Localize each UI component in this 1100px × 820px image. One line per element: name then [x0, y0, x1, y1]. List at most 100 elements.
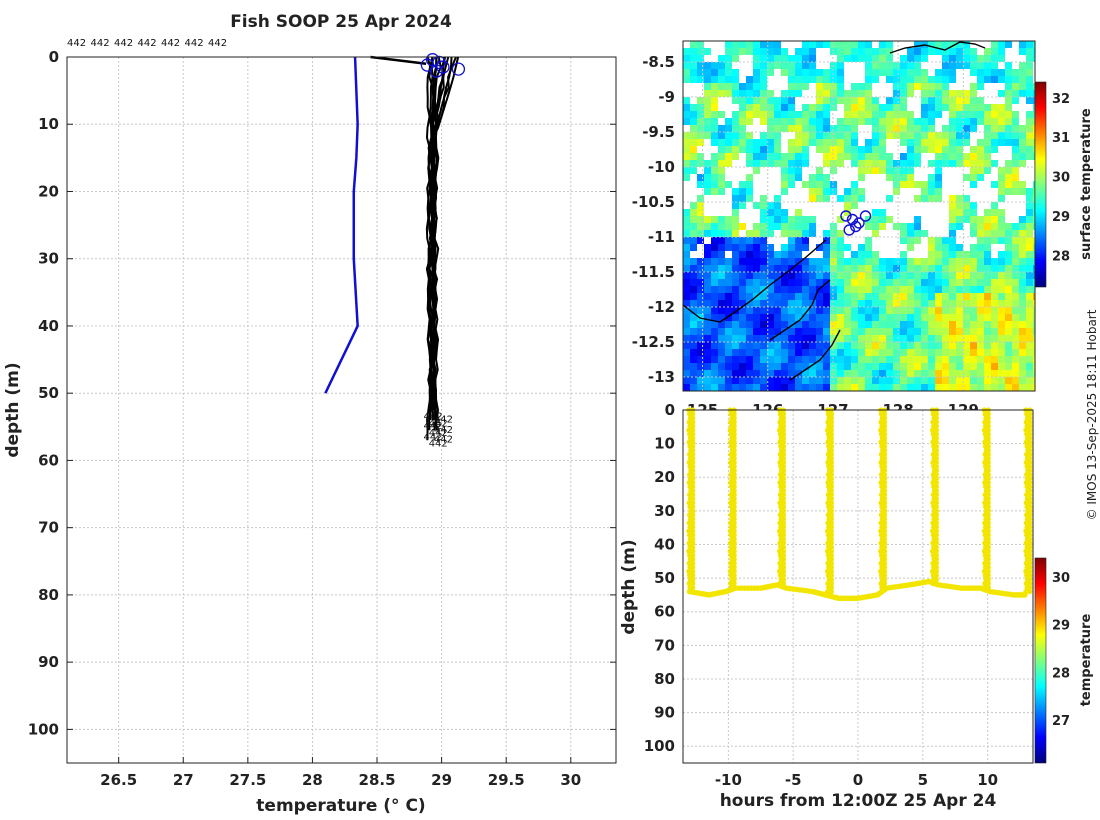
sst-pixel [956, 153, 963, 160]
sst-pixel [746, 272, 753, 279]
sst-pixel [1005, 286, 1012, 293]
sst-pixel [893, 181, 900, 188]
sst-pixel [767, 314, 774, 321]
time-depth-point [828, 568, 835, 574]
sst-pixel [697, 377, 704, 384]
sst-pixel [844, 272, 851, 279]
time-depth-point [1027, 516, 1033, 522]
sst-pixel [802, 181, 809, 188]
time-depth-point [828, 471, 835, 478]
sst-pixel [837, 370, 844, 377]
sst-pixel [886, 342, 893, 349]
sst-pixel [760, 202, 767, 209]
sst-pixel [830, 328, 837, 335]
sst-pixel [956, 118, 963, 125]
time-depth-point [690, 560, 696, 566]
sst-pixel [683, 104, 690, 111]
time-depth-point [881, 488, 888, 494]
sst-pixel [851, 321, 858, 328]
sst-pixel [865, 265, 872, 272]
sst-pixel [1005, 244, 1012, 251]
sst-pixel [725, 41, 732, 48]
sst-pixel [879, 300, 886, 307]
sst-pixel [753, 272, 760, 279]
sst-pixel [956, 97, 963, 104]
sst-pixel [1012, 279, 1019, 286]
sst-pixel [907, 321, 914, 328]
sst-pixel [1019, 300, 1026, 307]
sst-pixel [704, 97, 711, 104]
sst-pixel [683, 377, 690, 384]
sst-pixel [711, 258, 718, 265]
time-depth-point [1027, 556, 1033, 562]
sst-pixel [732, 209, 739, 216]
sst-pixel [732, 111, 739, 118]
time-depth-point [828, 439, 835, 445]
sst-pixel [879, 223, 886, 230]
sst-pixel [1033, 363, 1035, 370]
sst-pixel [872, 97, 879, 104]
sst-pixel [865, 335, 872, 342]
sst-pixel [802, 237, 809, 244]
sst-pixel [788, 174, 795, 181]
sst-pixel [732, 83, 739, 90]
sst-pixel [886, 356, 893, 363]
sst-pixel [767, 321, 774, 328]
time-depth-point [881, 471, 888, 478]
sst-pixel [704, 90, 711, 97]
sst-pixel [970, 356, 977, 363]
sst-pixel [690, 146, 697, 153]
sst-pixel [760, 293, 767, 300]
sst-pixel [711, 132, 718, 139]
sst-pixel [928, 104, 935, 111]
sst-pixel [683, 146, 690, 153]
sst-pixel [858, 41, 865, 48]
sst-pixel [998, 216, 1005, 223]
sst-pixel [942, 237, 949, 244]
sst-pixel [956, 223, 963, 230]
sst-pixel [760, 111, 767, 118]
time-depth-point [690, 512, 696, 518]
time-depth-point [690, 480, 696, 486]
sst-pixel [921, 363, 928, 370]
sst-pixel [823, 41, 830, 48]
profile-start-marker [451, 62, 466, 76]
sst-pixel [725, 55, 732, 62]
sst-pixel [844, 377, 851, 384]
sst-pixel [886, 97, 893, 104]
sst-pixel [977, 384, 984, 391]
sst-pixel [893, 349, 900, 356]
sst-pixel [977, 216, 984, 223]
sst-pixel [900, 300, 907, 307]
sst-pixel [865, 153, 872, 160]
sst-pixel [914, 76, 921, 83]
sst-pixel [690, 118, 697, 125]
sst-pixel [1033, 321, 1035, 328]
sst-pixel [977, 251, 984, 258]
sst-pixel [928, 244, 935, 251]
sst-pixel [851, 314, 858, 321]
sst-pixel [816, 272, 823, 279]
sst-pixel [886, 272, 893, 279]
sst-pixel [718, 62, 725, 69]
sst-pixel [760, 41, 767, 48]
sst-pixel [795, 314, 802, 321]
sst-pixel [914, 384, 921, 391]
time-depth-point [828, 435, 835, 441]
sst-pixel [732, 363, 739, 370]
sst-pixel [963, 195, 970, 202]
time-depth-point [690, 552, 696, 558]
sst-pixel [879, 286, 886, 293]
profile-x-tick-label: 28 [302, 771, 323, 789]
sst-pixel [816, 258, 823, 265]
sst-pixel [816, 349, 823, 356]
time-depth-point [1027, 475, 1033, 482]
sst-pixel [907, 167, 914, 174]
sst-pixel [1026, 69, 1033, 76]
sst-pixel [844, 188, 851, 195]
sst-pixel [949, 202, 956, 209]
time-depth-point [981, 548, 987, 554]
sst-pixel [718, 55, 725, 62]
sst-pixel [823, 230, 830, 237]
